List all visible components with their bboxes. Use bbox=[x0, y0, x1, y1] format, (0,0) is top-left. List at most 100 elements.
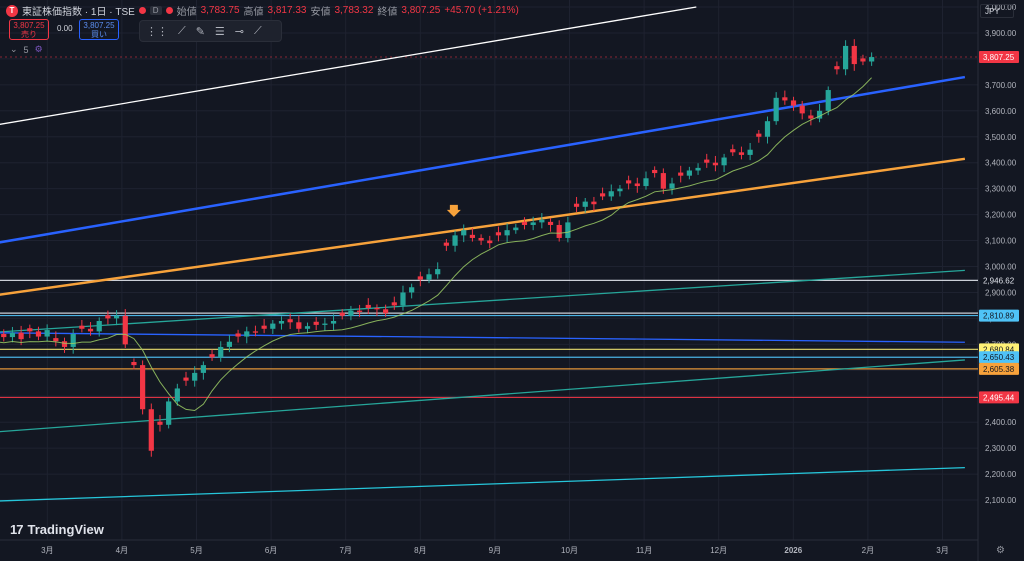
change-value: +45.70 (+1.21%) bbox=[444, 5, 519, 16]
candle-body bbox=[834, 66, 840, 70]
last-price-label-bg bbox=[979, 51, 1019, 64]
low-label: 安値 bbox=[310, 7, 331, 18]
candle-body bbox=[27, 328, 33, 332]
candle-body bbox=[226, 341, 233, 347]
candle-body bbox=[296, 322, 302, 329]
candle-body bbox=[842, 45, 849, 70]
y-tick-label: 4,000.00 bbox=[985, 3, 1017, 12]
live-status-icon bbox=[165, 7, 173, 14]
candle-body bbox=[478, 237, 484, 241]
candle-body bbox=[278, 320, 285, 324]
spread-value: 0.00 bbox=[57, 24, 73, 33]
y-tick-label: 2,100.00 bbox=[985, 496, 1017, 505]
y-tick-label: 2,400.00 bbox=[985, 418, 1017, 427]
high-label: 高値 bbox=[243, 7, 264, 18]
level-price-label-bg bbox=[979, 391, 1019, 404]
sell-button[interactable]: 3,807.25 売り bbox=[9, 19, 49, 40]
brush-icon[interactable]: ✎ bbox=[195, 25, 205, 38]
trend-line-icon[interactable]: ⟋ bbox=[178, 24, 186, 37]
candle-body bbox=[322, 323, 328, 325]
horizontal-ray-icon[interactable]: ⊸ bbox=[234, 25, 245, 38]
candle-body bbox=[304, 326, 311, 329]
candle-body bbox=[244, 331, 250, 337]
candle-body bbox=[70, 333, 76, 347]
candle-body bbox=[270, 323, 276, 329]
candle-body bbox=[261, 325, 267, 329]
candle-body bbox=[513, 227, 519, 231]
candle-body bbox=[565, 222, 571, 238]
y-tick-label: 3,200.00 bbox=[985, 211, 1017, 220]
level-price-label-bg bbox=[979, 309, 1019, 322]
settings-icon[interactable]: ⚙ bbox=[34, 44, 43, 54]
candle-body bbox=[339, 312, 345, 316]
candle-body bbox=[400, 292, 406, 306]
level-price-label-bg bbox=[979, 274, 1019, 287]
symbol-title[interactable]: 東証株価指数 · 1日 · TSE bbox=[22, 7, 135, 18]
candle-body bbox=[487, 240, 493, 244]
drag-handle-icon[interactable]: ⋮⋮ bbox=[146, 25, 168, 38]
indicator-toggle[interactable]: ⌄ 5 ⚙ bbox=[10, 44, 43, 55]
candle-body bbox=[461, 230, 467, 236]
candle-body bbox=[790, 100, 797, 106]
ray-icon[interactable]: ⟋ bbox=[254, 24, 262, 37]
market-status-icon bbox=[138, 7, 146, 14]
candle-body bbox=[287, 319, 293, 323]
sell-label: 売り bbox=[21, 29, 37, 39]
candle-body bbox=[166, 401, 172, 425]
candle-body bbox=[174, 388, 180, 402]
currency-selector[interactable]: JPY bbox=[980, 4, 1014, 18]
buy-button[interactable]: 3,807.25 買い bbox=[79, 19, 119, 40]
candle-body bbox=[860, 58, 866, 62]
sell-price: 3,807.25 bbox=[13, 20, 45, 30]
y-tick-label: 3,900.00 bbox=[985, 29, 1017, 38]
candle-body bbox=[209, 354, 215, 358]
candle-body bbox=[235, 333, 241, 337]
parallel-channel-icon[interactable]: ☰ bbox=[214, 25, 225, 38]
candle-body bbox=[591, 201, 597, 205]
chart-settings-icon[interactable]: ⚙ bbox=[996, 545, 1005, 556]
trend-line-white bbox=[0, 6, 697, 125]
candle-body bbox=[417, 276, 423, 280]
level-price-label: 2,810.89 bbox=[983, 312, 1015, 321]
y-tick-label: 3,700.00 bbox=[985, 81, 1017, 90]
candle-body bbox=[573, 203, 580, 207]
open-label: 始値 bbox=[176, 7, 197, 18]
candle-body bbox=[747, 149, 753, 155]
candle-body bbox=[192, 372, 198, 381]
candle-body bbox=[582, 201, 588, 207]
candle-body bbox=[374, 308, 380, 310]
candle-body bbox=[539, 219, 545, 223]
candle-body bbox=[695, 167, 701, 171]
candle-body bbox=[96, 320, 102, 332]
candle-body bbox=[383, 309, 389, 314]
x-tick-label: 3月 bbox=[936, 546, 948, 555]
x-tick-label: 2月 bbox=[862, 546, 874, 555]
indicator-count: 5 bbox=[23, 44, 29, 55]
level-price-label: 2,946.62 bbox=[983, 276, 1015, 285]
candle-body bbox=[869, 57, 875, 62]
candle-body bbox=[35, 331, 42, 337]
candle-body bbox=[44, 330, 50, 337]
candle-body bbox=[652, 169, 658, 174]
chevron-icon: ⌄ bbox=[10, 44, 18, 54]
candle-body bbox=[61, 341, 68, 347]
x-tick-label: 12月 bbox=[710, 546, 727, 555]
tradingview-logo: 17 TradingView bbox=[10, 522, 104, 537]
candle-body bbox=[330, 320, 337, 324]
candle-body bbox=[252, 331, 259, 333]
level-price-label-bg bbox=[979, 351, 1019, 364]
logo-icon: T bbox=[6, 4, 18, 17]
candle-body bbox=[730, 149, 736, 153]
candle-body bbox=[825, 90, 831, 111]
level-price-label-bg bbox=[979, 362, 1019, 375]
candle-body bbox=[782, 97, 788, 101]
x-tick-label: 3月 bbox=[41, 546, 53, 555]
candle-body bbox=[660, 173, 666, 189]
level-price-label: 2,680.84 bbox=[983, 345, 1015, 354]
candle-body bbox=[183, 377, 189, 381]
candle-body bbox=[686, 170, 692, 176]
candle-body bbox=[9, 332, 16, 338]
y-tick-label: 3,300.00 bbox=[985, 185, 1017, 194]
tradingview-logo-icon: 17 bbox=[10, 522, 24, 537]
